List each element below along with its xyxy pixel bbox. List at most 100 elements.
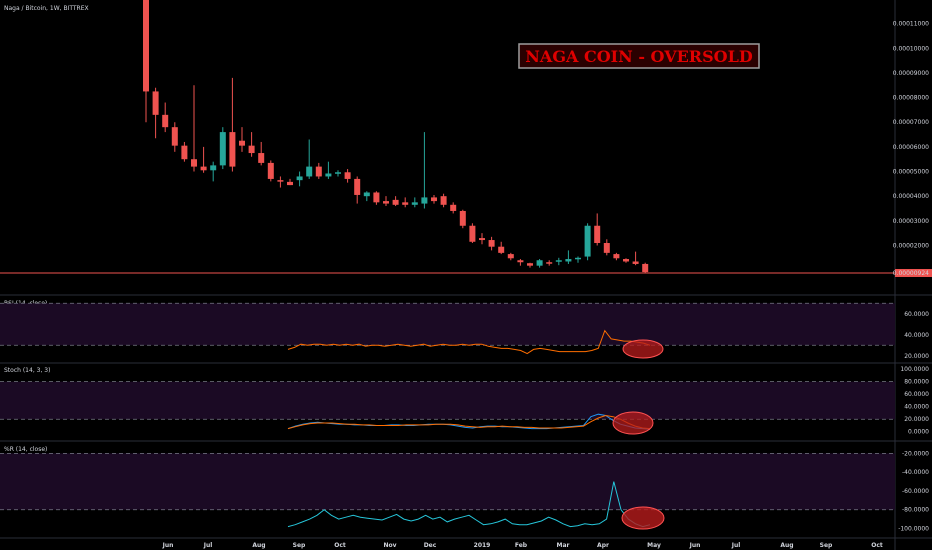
- time-tick-label: Feb: [515, 542, 528, 549]
- stoch-pane: 100.0000 80.0000 60.0000 40.0000 20.0000 0.00…: [0, 366, 929, 436]
- indicator-tick-label: 20.0000: [904, 353, 929, 360]
- indicator-tick-label: 60.0000: [904, 391, 929, 398]
- time-tick-label: Oct: [334, 542, 346, 549]
- willr-title: %R (14, close): [4, 446, 47, 453]
- candle-body: [152, 91, 159, 115]
- candle-body: [306, 166, 313, 177]
- candle-body: [296, 176, 303, 181]
- time-tick-label: Mar: [557, 542, 570, 549]
- candle-body: [402, 202, 409, 205]
- price-pane: 0.00011000 0.00010000 0.00009000 0.00008000…: [0, 0, 932, 277]
- candle-body: [325, 173, 332, 177]
- indicator-tick-label: 60.0000: [904, 311, 929, 318]
- indicator-tick-label: 40.0000: [904, 404, 929, 411]
- candle-body: [546, 262, 553, 264]
- candle-body: [277, 180, 284, 182]
- time-axis: Jun Jul Aug Sep Oct Nov Dec 2019 Feb Mar Apr May Jun…: [162, 542, 883, 549]
- candle-body: [431, 197, 437, 202]
- time-tick-label: Dec: [424, 542, 437, 549]
- candle-body: [210, 165, 217, 171]
- band-fill: [0, 303, 895, 346]
- candle-body: [181, 145, 188, 160]
- time-tick-label: Jun: [689, 542, 701, 549]
- candle-body: [258, 153, 265, 163]
- candle-body: [488, 240, 495, 247]
- stoch-title: Stoch (14, 3, 3): [4, 367, 50, 374]
- price-tick-label: 0.00002000: [893, 242, 929, 249]
- rsi-oversold-highlight: [622, 339, 664, 359]
- time-tick-label: Oct: [871, 542, 883, 549]
- candle-body: [229, 132, 236, 167]
- candle-body: [565, 259, 572, 262]
- candle-body: [411, 202, 418, 205]
- indicator-line: [287, 414, 651, 430]
- candle-body: [239, 140, 245, 146]
- candle-body: [459, 210, 466, 226]
- candle-body: [469, 225, 476, 242]
- willr-pane: -20.0000 -40.0000 -60.0000 -80.0000 -100.000…: [0, 450, 929, 532]
- indicator-tick-label: -20.0000: [902, 450, 929, 457]
- candle-body: [219, 132, 226, 166]
- indicator-tick-label: -100.0000: [898, 525, 929, 532]
- candle-body: [517, 260, 524, 263]
- candle-body: [363, 192, 370, 197]
- time-tick-label: Nov: [383, 542, 396, 549]
- last-price-badge: [895, 269, 932, 277]
- candle-body: [383, 201, 389, 204]
- band-fill: [0, 381, 895, 420]
- banner-text: NAGA COIN - OVERSOLD: [525, 47, 753, 66]
- candle-body: [623, 259, 629, 262]
- candle-body: [392, 199, 399, 205]
- band-fill: [0, 453, 895, 510]
- indicator-tick-label: -60.0000: [902, 488, 929, 495]
- indicator-line: [287, 329, 651, 355]
- candle-body: [162, 114, 169, 128]
- time-tick-label: Aug: [252, 542, 265, 549]
- candle-body: [642, 263, 649, 273]
- indicator-tick-label: -40.0000: [902, 469, 929, 476]
- time-tick-label: Sep: [820, 542, 833, 549]
- time-tick-label: Jul: [731, 542, 741, 549]
- candle-body: [450, 204, 457, 211]
- candle-body: [613, 254, 620, 259]
- price-tick-label: 0.00006000: [893, 144, 929, 151]
- symbol-title: Naga / Bitcoin, 1W, BITTREX: [4, 5, 89, 12]
- price-tick-label: 0.00011000: [893, 21, 929, 28]
- candle-body: [373, 192, 380, 203]
- time-tick-label: Jul: [203, 542, 213, 549]
- candle-body: [267, 162, 274, 179]
- candle-body: [200, 166, 207, 171]
- candle-body: [632, 261, 639, 264]
- candle-body: [191, 159, 197, 167]
- indicator-tick-label: -80.0000: [902, 507, 929, 514]
- indicator-tick-label: 40.0000: [904, 332, 929, 339]
- candle-body: [603, 243, 610, 253]
- price-tick-label: 0.00004000: [893, 193, 929, 200]
- candle-body: [498, 246, 505, 253]
- price-tick-label: 0.00005000: [893, 169, 929, 176]
- candle-body: [555, 260, 562, 262]
- candle-body: [171, 127, 178, 146]
- price-tick-label: 0.00007000: [893, 119, 929, 126]
- candle-body: [335, 172, 341, 174]
- candle-body: [248, 145, 255, 154]
- candle-body: [344, 172, 351, 179]
- price-tick-label: 0.00009000: [893, 70, 929, 77]
- time-tick-label: Aug: [780, 542, 793, 549]
- last-price-label: 0.00000924: [893, 270, 929, 277]
- stoch-oversold-highlight: [612, 411, 654, 435]
- candle-body: [584, 225, 591, 257]
- price-tick-label: 0.00008000: [893, 95, 929, 102]
- rsi-pane: 60.0000 40.0000 20.0000: [0, 302, 929, 360]
- candle-body: [143, 0, 149, 92]
- willr-oversold-highlight: [621, 506, 665, 530]
- price-tick-label: 0.00010000: [893, 45, 929, 52]
- indicator-tick-label: 0.0000: [908, 429, 929, 436]
- candle-body: [575, 257, 581, 260]
- candle-body: [354, 178, 361, 195]
- indicator-tick-label: 80.0000: [904, 379, 929, 386]
- candle-body: [594, 225, 601, 244]
- candle-body: [421, 197, 428, 204]
- banner-box: [518, 43, 760, 69]
